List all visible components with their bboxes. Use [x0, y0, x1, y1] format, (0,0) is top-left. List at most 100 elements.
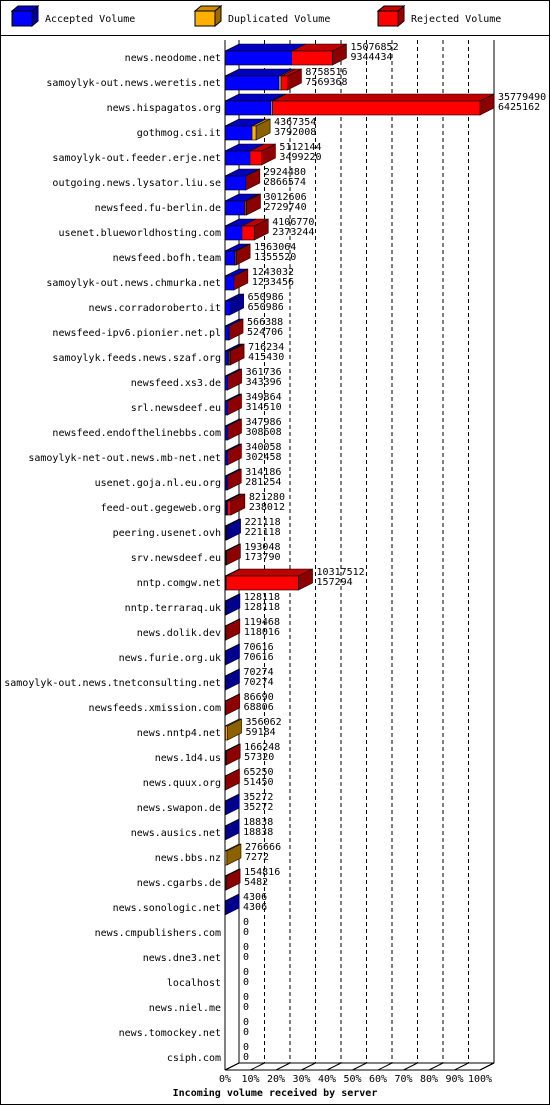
bar-side [228, 318, 244, 341]
x-tick [326, 1062, 342, 1071]
legend-swatch [194, 10, 216, 27]
bar-segment [291, 50, 333, 66]
total-label: 35272 [243, 792, 273, 803]
accepted-label: 0 [243, 927, 249, 938]
accepted-label: 415430 [248, 352, 284, 363]
accepted-label: 9344434 [350, 52, 392, 63]
y-tick-label: news.swapon.de [137, 803, 221, 814]
x-tick-label: 80% [420, 1074, 438, 1085]
total-label: 650986 [248, 292, 284, 303]
x-tick [250, 1062, 265, 1071]
total-label: 3012606 [264, 192, 306, 203]
bar-side [227, 368, 242, 391]
accepted-label: 70616 [244, 652, 274, 663]
total-label: 8758516 [305, 67, 347, 78]
accepted-label: 302458 [245, 452, 281, 463]
accepted-label: 35272 [243, 802, 273, 813]
total-label: 0 [243, 1017, 249, 1028]
accepted-label: 0 [243, 1027, 249, 1038]
x-tick [301, 1062, 316, 1071]
total-label: 154816 [244, 867, 280, 878]
y-tick-label: news.furie.org.uk [119, 653, 221, 664]
y-tick-label: newsfeed.bofh.team [113, 253, 221, 264]
y-tick-label: peering.usenet.ovh [113, 528, 221, 539]
bar-side [225, 618, 241, 641]
bar-segment [224, 325, 230, 341]
total-label: 716234 [248, 342, 284, 353]
accepted-label: 0 [243, 977, 249, 988]
bar-side [229, 343, 245, 366]
bar-top [272, 93, 495, 102]
bar-segment [224, 300, 230, 316]
bar-segment [224, 100, 272, 116]
x-tick-label: 40% [318, 1074, 336, 1085]
accepted-label: 343396 [246, 377, 282, 388]
bar-side [225, 868, 241, 891]
y-tick-label: srl.newsdeef.eu [131, 403, 221, 414]
accepted-label: 51450 [243, 777, 273, 788]
legend-label: Duplicated Volume [228, 14, 330, 25]
bar-segment [244, 200, 247, 216]
legend-swatch [11, 10, 33, 27]
x-tick-label: 60% [369, 1074, 387, 1085]
y-tick-label: samoylyk-out.news.chmurka.net [46, 278, 221, 289]
accepted-label: 128118 [244, 602, 280, 613]
bar-segment [225, 725, 228, 741]
x-tick-label: 0% [219, 1074, 231, 1085]
accepted-label: 57320 [244, 752, 274, 763]
total-label: 361736 [246, 367, 282, 378]
y-tick-label: usenet.blueworldhosting.com [58, 228, 221, 239]
total-label: 166248 [244, 742, 280, 753]
accepted-label: 18838 [243, 827, 273, 838]
accepted-label: 70274 [244, 677, 274, 688]
bar-side [255, 118, 271, 141]
bar-segment [225, 575, 299, 591]
bar-side [225, 643, 240, 666]
bar-side [261, 143, 276, 166]
y-tick-label: samoylyk-out.news.tnetconsulting.net [4, 678, 221, 689]
y-tick-label: news.nntp4.net [137, 728, 221, 739]
accepted-label: 0 [243, 952, 249, 963]
total-label: 35779490 [498, 92, 546, 103]
accepted-label: 4306 [243, 902, 267, 913]
y-tick-label: newsfeed.fu-berlin.de [95, 203, 221, 214]
accepted-label: 6425162 [498, 102, 540, 113]
bar-side [226, 543, 241, 566]
total-label: 821280 [249, 492, 285, 503]
bar-side [225, 768, 240, 791]
accepted-label: 2373244 [272, 227, 314, 238]
accepted-label: 3499220 [279, 152, 321, 163]
total-label: 2924480 [264, 167, 306, 178]
bar-segment [224, 425, 228, 441]
total-label: 276666 [245, 842, 281, 853]
total-label: 0 [243, 942, 249, 953]
bar-side [225, 593, 241, 616]
x-tick-label: 30% [292, 1074, 310, 1085]
legend-swatch [377, 10, 399, 27]
bar-segment [224, 200, 245, 216]
y-tick-label: news.sonologic.net [113, 903, 221, 914]
total-label: 0 [243, 967, 249, 978]
y-tick-label: news.niel.me [149, 1003, 221, 1014]
x-tick [454, 1062, 469, 1071]
bar-side [225, 743, 241, 766]
bar-side [226, 518, 241, 541]
bar-segment [251, 125, 257, 141]
total-label: 5112144 [279, 142, 321, 153]
total-label: 193048 [244, 542, 280, 553]
bar-side [226, 843, 242, 866]
y-tick-label: news.corradoroberto.it [89, 303, 221, 314]
accepted-label: 314510 [245, 402, 281, 413]
total-label: 347986 [245, 417, 281, 428]
total-label: 0 [243, 917, 249, 928]
accepted-label: 7272 [245, 852, 269, 863]
bar-side [229, 293, 244, 316]
y-tick-label: news.dolik.dev [137, 628, 221, 639]
bar-segment [224, 175, 246, 191]
total-label: 70274 [244, 667, 274, 678]
y-tick-label: news.bbs.nz [155, 853, 221, 864]
total-label: 65250 [243, 767, 273, 778]
bar-segment [278, 75, 282, 91]
